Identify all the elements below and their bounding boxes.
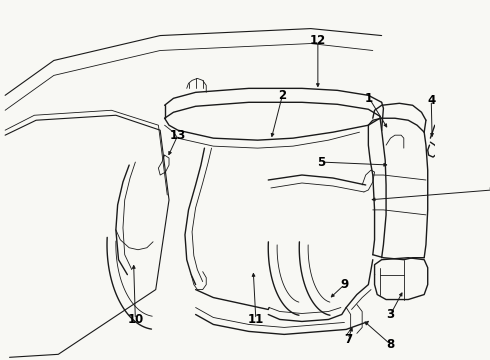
Text: 7: 7 (344, 333, 352, 346)
Text: 12: 12 (310, 34, 326, 47)
Text: 6: 6 (488, 184, 490, 197)
Text: 3: 3 (387, 308, 394, 321)
Text: 10: 10 (127, 313, 144, 326)
Text: 13: 13 (170, 129, 186, 142)
Text: 9: 9 (341, 278, 348, 291)
Text: 5: 5 (318, 156, 325, 168)
Text: 2: 2 (278, 89, 287, 102)
Text: 4: 4 (427, 94, 436, 107)
Text: 8: 8 (387, 338, 394, 351)
Text: 11: 11 (248, 313, 264, 326)
Text: 1: 1 (365, 92, 373, 105)
